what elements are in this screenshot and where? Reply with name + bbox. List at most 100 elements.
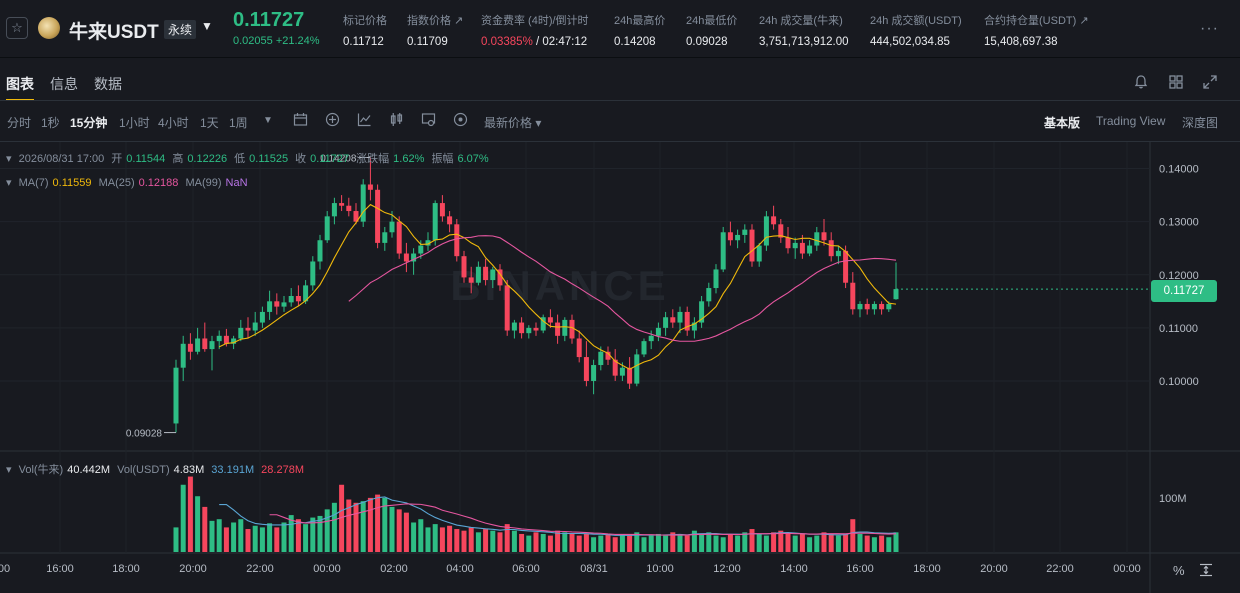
candle-body <box>634 354 640 384</box>
candle-body <box>857 303 863 310</box>
candle-body <box>511 322 517 331</box>
volume-bar <box>310 517 316 552</box>
timeframe-15m[interactable]: 15分钟 <box>70 116 108 130</box>
percent-scale-icon[interactable]: % <box>1173 563 1185 578</box>
volume-bar <box>497 532 503 552</box>
view-basic[interactable]: 基本版 <box>1044 116 1081 130</box>
volume-bar <box>367 497 373 552</box>
candle-body <box>238 327 244 339</box>
timeframe-1w[interactable]: 1周 <box>229 116 248 130</box>
volume-bar <box>396 509 402 552</box>
volume-bar <box>540 533 546 552</box>
price-chart[interactable]: BINANCE 0.140000.130000.120000.110000.10… <box>0 142 1240 593</box>
volume-bars <box>173 476 899 552</box>
collapse-legend-icon[interactable]: ▾ <box>6 153 12 165</box>
candle-body <box>684 311 690 331</box>
auto-scale-icon[interactable] <box>1199 563 1213 580</box>
collapse-ma-icon[interactable]: ▾ <box>6 177 12 189</box>
time-tick-label: 08/31 <box>580 563 608 575</box>
symbol-name[interactable]: 牛来USDT <box>69 22 159 43</box>
volume-bar <box>288 515 294 552</box>
price-type-select[interactable]: 最新价格 ▾ <box>484 116 542 130</box>
volume-bar <box>691 530 697 552</box>
drawing-tools-icon[interactable] <box>451 112 469 130</box>
funding-rate-stat[interactable]: 资金费率 (4时)/倒计时 0.03385% / 02:47:12 <box>481 12 589 48</box>
volume-bar <box>742 532 748 552</box>
tab-chart[interactable]: 图表 <box>6 76 34 92</box>
candle-body <box>699 301 705 323</box>
candle-body <box>439 203 445 217</box>
timeframe-1h[interactable]: 1小时 <box>119 116 150 130</box>
candle-type-icon[interactable] <box>387 112 405 130</box>
add-indicator-icon[interactable] <box>323 112 341 130</box>
time-tick-label: 18:00 <box>913 563 941 575</box>
volume-bar <box>598 535 604 552</box>
moving-average-lines <box>218 203 897 370</box>
volume-bar <box>799 533 805 552</box>
vol-quote-label: Vol(USDT) <box>117 464 170 476</box>
stat-value: 0.11712 <box>343 36 384 48</box>
index-price-stat[interactable]: 指数价格 ↗ 0.11709 <box>407 12 463 48</box>
candle-body <box>504 285 510 331</box>
candle-body <box>533 327 539 331</box>
volume-bar <box>475 532 481 552</box>
timeframe-line[interactable]: 分时 <box>7 116 32 130</box>
stat-value: 0.09028 <box>686 36 728 48</box>
volume-bar <box>670 532 676 552</box>
candle-body <box>619 367 625 376</box>
divider <box>0 141 1240 142</box>
timeframe-1d[interactable]: 1天 <box>200 116 219 130</box>
tab-data[interactable]: 数据 <box>94 76 122 92</box>
volume-bar <box>375 494 381 552</box>
high-marker-label: 0.14208 <box>320 154 357 165</box>
calendar-icon[interactable] <box>291 112 309 130</box>
expand-icon[interactable] <box>1201 74 1219 92</box>
tab-info[interactable]: 信息 <box>50 76 78 92</box>
volume-24h-stat: 24h 成交量(牛来) 3,751,713,912.00 <box>759 12 849 48</box>
candle-body <box>339 203 345 206</box>
candle-body <box>562 319 568 336</box>
time-tick-label: 00:00 <box>1113 563 1141 575</box>
stat-label: 资金费率 (4时)/倒计时 <box>481 15 589 27</box>
collapse-volume-icon[interactable]: ▾ <box>6 464 12 476</box>
candle-body <box>792 242 798 249</box>
candle-body <box>850 282 856 310</box>
view-tradingview[interactable]: Trading View <box>1096 114 1166 128</box>
market-header: ☆ 牛来USDT 永续 ▼ 0.11727 0.02055 +21.24% 标记… <box>0 0 1240 58</box>
favorite-star-icon[interactable]: ☆ <box>6 17 28 39</box>
symbol-dropdown-icon[interactable]: ▼ <box>201 19 213 33</box>
low-label: 低 <box>234 153 246 165</box>
turnover-24h-stat: 24h 成交额(USDT) 444,502,034.85 <box>870 12 962 48</box>
volume-bar <box>864 535 870 552</box>
candle-body <box>807 245 813 254</box>
open-interest-stat[interactable]: 合约持仓量(USDT) ↗ 15,408,697.38 <box>984 12 1089 48</box>
candle-body <box>742 229 748 235</box>
volume-bar <box>583 533 589 552</box>
chart-indicator-icon[interactable] <box>355 112 373 130</box>
candle-body <box>281 302 287 307</box>
candle-body <box>706 288 712 302</box>
stat-label: 指数价格 ↗ <box>407 15 464 27</box>
more-timeframes-icon[interactable]: ▼ <box>263 115 273 126</box>
mark-price-stat[interactable]: 标记价格 0.11712 <box>343 12 387 48</box>
volume-bar <box>641 537 647 552</box>
chart-toolbar: 分时 1秒 15分钟 1小时 4小时 1天 1周 ▼ 最新价格 ▾ 基本版 Tr… <box>0 104 1240 138</box>
candle-body <box>778 224 784 238</box>
timeframe-1s[interactable]: 1秒 <box>41 116 60 130</box>
time-tick-label: 18:00 <box>112 563 140 575</box>
volume-tick-label: 100M <box>1159 493 1187 505</box>
volume-bar <box>893 532 899 552</box>
candle-body <box>843 250 849 283</box>
candle-body <box>598 351 604 366</box>
view-depth-chart[interactable]: 深度图 <box>1182 116 1219 130</box>
price-tick-label: 0.14000 <box>1159 164 1199 176</box>
timeframe-4h[interactable]: 4小时 <box>158 116 189 130</box>
candle-body <box>447 216 453 225</box>
layout-grid-icon[interactable] <box>1167 74 1185 92</box>
alert-bell-icon[interactable] <box>1132 74 1150 92</box>
more-options-icon[interactable]: ··· <box>1200 20 1219 37</box>
chart-settings-icon[interactable] <box>419 112 437 130</box>
time-tick-label: 20:00 <box>179 563 207 575</box>
candle-body <box>605 351 611 360</box>
candle-body <box>411 253 417 262</box>
